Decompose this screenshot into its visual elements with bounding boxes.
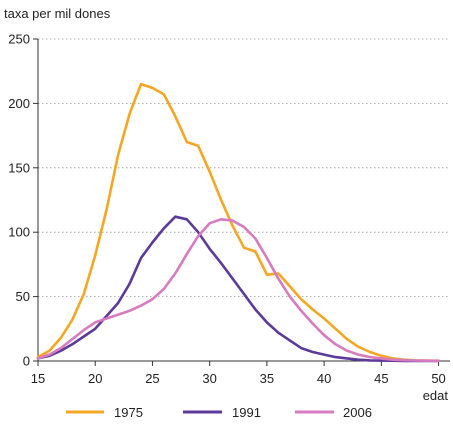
- y-axis-title: taxa per mil dones: [4, 6, 111, 21]
- x-axis-title: edat: [423, 388, 449, 403]
- y-tick-label: 100: [8, 225, 30, 240]
- y-tick-label: 200: [8, 96, 30, 111]
- legend-label-1991: 1991: [232, 405, 261, 420]
- x-tick-label: 35: [260, 371, 274, 386]
- x-tick-label: 20: [88, 371, 102, 386]
- legend-label-2006: 2006: [343, 405, 372, 420]
- y-tick-label: 50: [16, 289, 30, 304]
- series-line-2006: [36, 218, 440, 363]
- y-tick-label: 150: [8, 160, 30, 175]
- legend-label-1975: 1975: [114, 405, 143, 420]
- y-tick-label: 0: [23, 354, 30, 369]
- x-tick-label: 50: [431, 371, 445, 386]
- series-line-1975: [36, 82, 440, 362]
- x-tick-label: 30: [202, 371, 216, 386]
- y-tick-label: 250: [8, 32, 30, 47]
- x-tick-label: 40: [317, 371, 331, 386]
- x-tick-label: 15: [31, 371, 45, 386]
- x-tick-label: 25: [145, 371, 159, 386]
- x-tick-label: 45: [374, 371, 388, 386]
